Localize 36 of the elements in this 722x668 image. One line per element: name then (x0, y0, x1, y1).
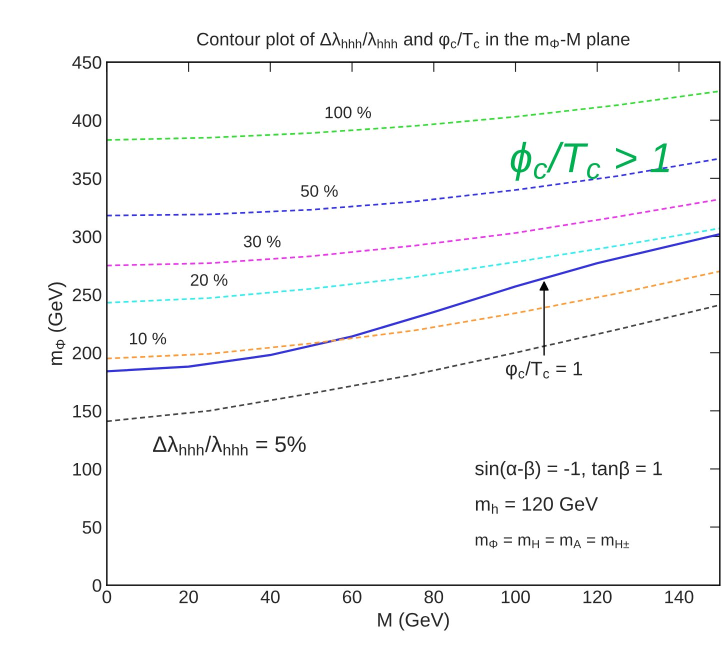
series-label: 100 % (326, 106, 371, 118)
y-tick-label: 450 (72, 56, 102, 69)
series-label: Δλ$_{hhh}$/λ$_{hhh}$ = 5% (153, 436, 306, 456)
x-tick-label: 120 (584, 590, 612, 604)
annotation: m$_{h}$ = 120 GeV (476, 497, 598, 514)
x-tick-label: 140 (665, 590, 694, 604)
x-tick-label: 60 (342, 590, 362, 604)
annotation: φ$_{c}$/T$_{c}$ = 1 (506, 361, 582, 380)
y-tick-label: 350 (72, 172, 102, 186)
x-axis-title: M (GeV) (378, 612, 449, 631)
line-series (106, 270, 720, 360)
annotation: sin(α-β) = -1, tanβ = 1 (475, 461, 662, 480)
line-series (106, 228, 720, 304)
series-label: 50 % (301, 185, 338, 197)
series-label: 30 % (244, 236, 281, 248)
x-tick-label: 40 (260, 590, 280, 604)
series-label: 10 % (130, 332, 166, 344)
line-series (106, 304, 720, 422)
y-tick-label: 250 (72, 288, 102, 302)
x-tick-label: 80 (424, 590, 444, 604)
y-tick-label: 0 (92, 579, 102, 592)
annotation: ϕ$_{c}$/T$_{c}$ > 1 (510, 142, 669, 181)
y-tick-label: 300 (72, 230, 102, 244)
y-axis-title: m$_{Φ}$ (GeV) (48, 282, 66, 365)
series-label: 20 % (190, 274, 228, 286)
x-tick-label: 20 (179, 590, 198, 604)
y-tick-label: 200 (72, 346, 102, 360)
y-tick-label: 400 (72, 114, 102, 127)
chart-title: Contour plot of Δλ$_{hhh}$/λ$_{hhh}$ and φ$_{c}$/T$_{c}$ in the m$_{Φ}$-M plane (197, 32, 630, 50)
y-tick-label: 150 (73, 404, 102, 418)
annotation: m$_{Φ}$ = m$_{H}$ = m$_{A}$ = m$_{H±}$ (476, 536, 630, 548)
x-tick-label: 0 (102, 590, 112, 604)
line-series (106, 90, 720, 141)
y-tick-label: 100 (73, 462, 102, 476)
x-tick-label: 100 (502, 590, 530, 604)
y-tick-label: 50 (82, 520, 102, 534)
